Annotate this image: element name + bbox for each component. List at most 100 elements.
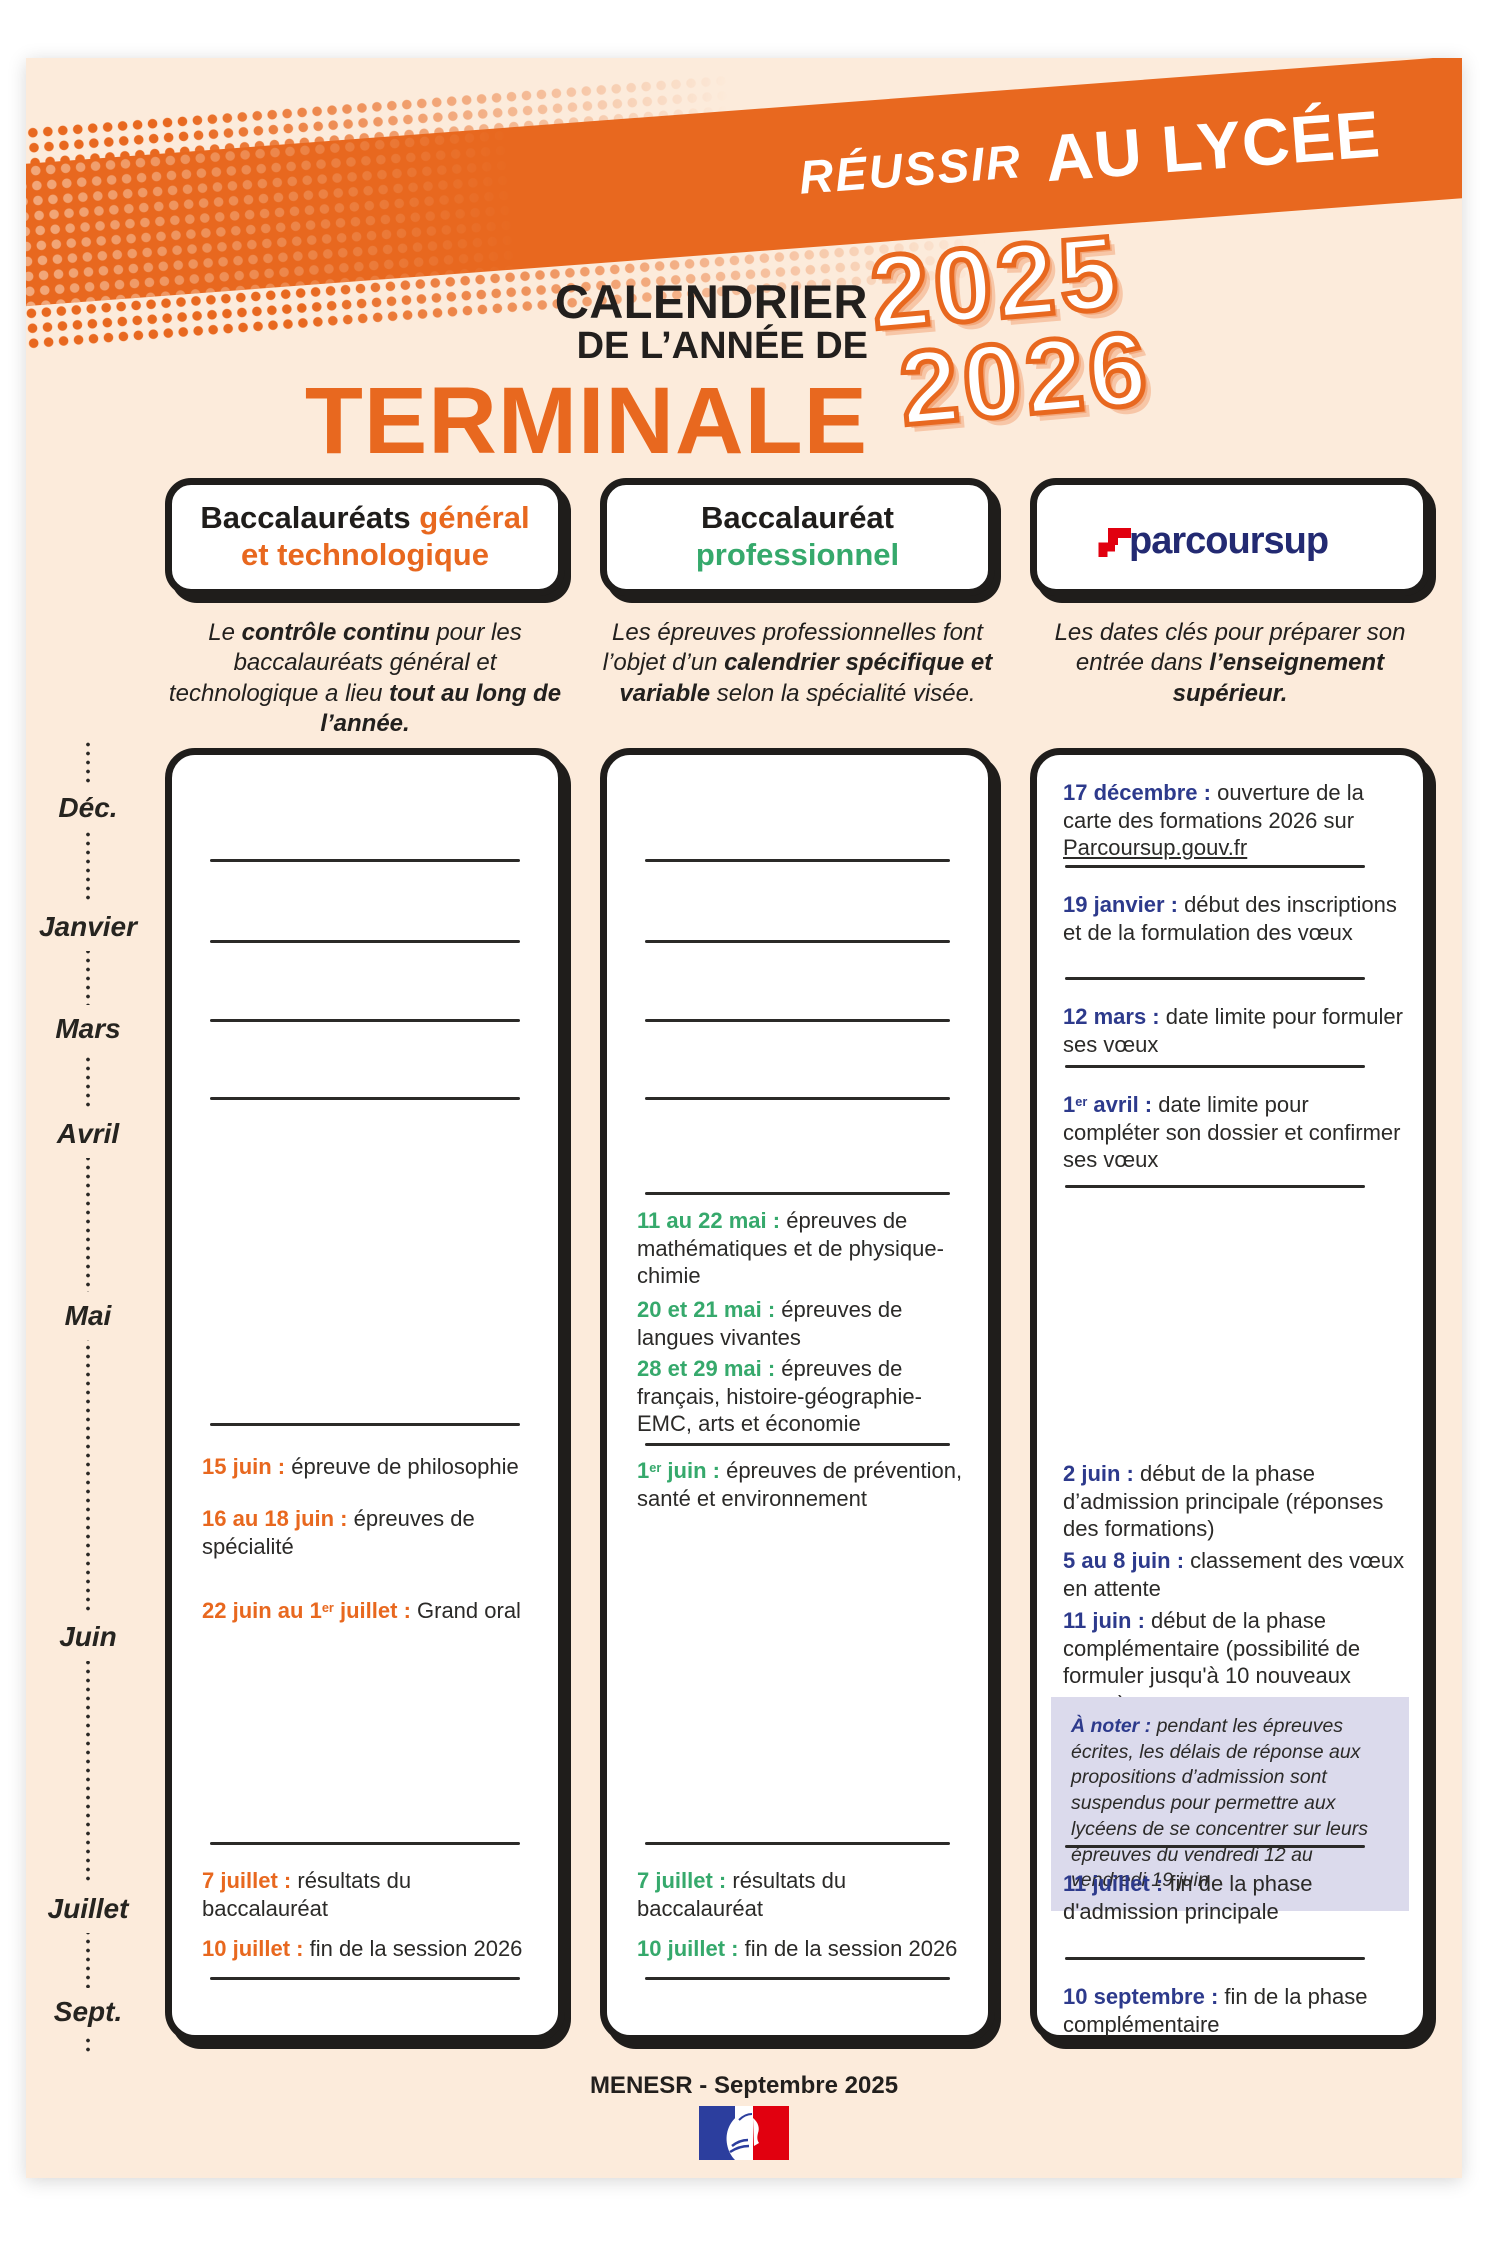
entry-date-part: 22 juin au 1 — [202, 1598, 322, 1623]
entry-grand-oral: 22 juin au 1er juillet : Grand oral — [202, 1597, 540, 1625]
footer-credit: MENESR - Septembre 2025 — [589, 2072, 899, 2099]
parcoursup-url-link[interactable]: Parcoursup.gouv.fr — [1063, 835, 1248, 860]
entry-date-part: juin : — [661, 1458, 720, 1483]
note-prefix: À noter : — [1071, 1715, 1152, 1737]
entry-date: 19 janvier : — [1063, 892, 1178, 917]
intro-text-bold: calendrier spécifique et variable — [619, 649, 993, 707]
entry-10-juillet: 10 juillet : fin de la session 2026 — [202, 1935, 540, 1963]
separator-line — [210, 1019, 520, 1022]
entry-11-juin: 11 juin : début de la phase complémentai… — [1063, 1607, 1411, 1717]
entry-text: ouverture de la carte des formations 202… — [1063, 780, 1364, 833]
intro-text-bold: l’enseignement supérieur. — [1172, 649, 1385, 707]
entry-text: épreuves de spécialité — [202, 1506, 475, 1559]
entry-text: épreuves de mathématiques et de physique… — [637, 1208, 944, 1288]
entry-date: 11 juin : — [1063, 1608, 1145, 1633]
entry-date-sup: er — [1075, 1094, 1088, 1110]
banner-text-au-lycee: AU LYCÉE — [1042, 96, 1383, 196]
entry-date: 10 juillet : — [637, 1936, 739, 1961]
column-parcoursup: 17 décembre : ouverture de la carte des … — [1030, 748, 1430, 2042]
france-flag-marianne-icon — [699, 2106, 789, 2160]
separator-line — [645, 1977, 950, 1980]
timeline-month-janvier: Janvier — [26, 903, 150, 951]
entry-date-sup: er — [321, 1600, 334, 1616]
separator-line — [1065, 1845, 1365, 1848]
intro-text: pour les baccalauréats général et techno… — [168, 619, 522, 707]
parcoursup-logo-arrow-small — [1098, 542, 1115, 557]
entry-text: épreuves de langues vivantes — [637, 1297, 903, 1350]
intro-text: Le — [208, 619, 242, 646]
separator-line — [1065, 865, 1365, 868]
separator-line — [210, 1097, 520, 1100]
separator-line — [210, 1842, 520, 1845]
entry-date: 2 juin : — [1063, 1461, 1134, 1486]
entry-date: 22 juin au 1er juillet : — [202, 1598, 411, 1623]
entry-text: début de la phase d’admission principale… — [1063, 1461, 1384, 1541]
column-bac-general-technologique: 15 juin : épreuve de philosophie 16 au 1… — [165, 748, 565, 2042]
entry-text: début des inscriptions et de la formulat… — [1063, 892, 1397, 945]
entry-text: classement des vœux en attente — [1063, 1548, 1405, 1601]
timeline-month-dec: Déc. — [26, 784, 150, 832]
separator-line — [645, 859, 950, 862]
entry-date: 11 au 22 mai : — [637, 1208, 781, 1233]
intro-text: Les dates clés pour préparer son entrée … — [1054, 619, 1406, 677]
entry-date: 20 et 21 mai : — [637, 1297, 776, 1322]
intro-parcoursup: Les dates clés pour préparer son entrée … — [1030, 618, 1430, 709]
entry-text: fin de la phase d'admission principale — [1063, 1871, 1313, 1924]
separator-line — [210, 1423, 520, 1426]
title-line-de-lannee: DE L’ANNÉE DE — [576, 324, 868, 367]
separator-line — [210, 1977, 520, 1980]
entry-28-29-mai: 28 et 29 mai : épreuves de français, his… — [637, 1355, 970, 1438]
poster-title: CALENDRIER DE L’ANNÉE DE TERMINALE — [305, 275, 868, 469]
entry-date: 17 décembre : — [1063, 780, 1211, 805]
header-text-accent: général — [410, 500, 530, 536]
intro-text: selon la spécialité visée. — [710, 679, 976, 707]
entry-date-part: avril : — [1087, 1092, 1153, 1117]
entry-17-decembre: 17 décembre : ouverture de la carte des … — [1063, 779, 1411, 862]
intro-text: Les épreuves professionnelles font l’obj… — [602, 619, 983, 677]
entry-date-part: 1 — [637, 1458, 650, 1483]
timeline-month-juin: Juin — [26, 1613, 150, 1661]
banner-ribbon: RÉUSSIR AU LYCÉE — [26, 58, 1462, 311]
entry-date: 5 au 8 juin : — [1063, 1548, 1185, 1573]
entry-7-juillet: 7 juillet : résultats du baccalauréat — [202, 1867, 540, 1922]
entry-date-sup: er — [649, 1460, 662, 1476]
entry-10-juillet: 10 juillet : fin de la session 2026 — [637, 1935, 970, 1963]
entry-date-part: juillet : — [333, 1598, 411, 1623]
entry-20-21-mai: 20 et 21 mai : épreuves de langues vivan… — [637, 1296, 970, 1351]
header-parcoursup: parcoursup — [1030, 478, 1430, 596]
entry-text: date limite pour compléter son dossier e… — [1063, 1092, 1401, 1172]
entry-text: fin de la phase complémentaire — [1063, 1984, 1368, 2037]
separator-line — [1065, 1185, 1365, 1188]
entry-date: 1er avril : — [1063, 1092, 1152, 1117]
separator-line — [645, 1019, 950, 1022]
intro-bac-general: Le contrôle continu pour les baccalauréa… — [165, 618, 565, 740]
entry-7-juillet: 7 juillet : résultats du baccalauréat — [637, 1867, 970, 1922]
entry-text: Grand oral — [410, 1598, 521, 1623]
entry-date: 1er juin : — [637, 1458, 720, 1483]
separator-line — [645, 940, 950, 943]
entry-text: résultats du baccalauréat — [202, 1868, 412, 1921]
note-text: pendant les épreuves écrites, les délais… — [1071, 1715, 1368, 1892]
parcoursup-logo: parcoursup — [1098, 520, 1329, 562]
title-line-calendrier: CALENDRIER — [554, 275, 868, 328]
entry-10-septembre: 10 septembre : fin de la phase complémen… — [1063, 1983, 1411, 2038]
year-2026: 2026 — [893, 308, 1159, 450]
entry-15-juin: 15 juin : épreuve de philosophie — [202, 1453, 540, 1481]
intro-text-bold: tout au long de l’année. — [320, 679, 562, 738]
entry-text: épreuves de français, histoire-géographi… — [637, 1356, 922, 1436]
entry-12-mars: 12 mars : date limite pour formuler ses … — [1063, 1003, 1411, 1058]
french-republic-logo — [699, 2106, 789, 2165]
separator-line — [1065, 1065, 1365, 1068]
banner-text-reussir: RÉUSSIR — [797, 133, 1024, 204]
entry-text: fin de la session 2026 — [738, 1936, 958, 1961]
entry-5-8-juin: 5 au 8 juin : classement des vœux en att… — [1063, 1547, 1411, 1602]
entry-date: 11 juillet : — [1063, 1871, 1164, 1896]
entry-date: 10 juillet : — [202, 1936, 304, 1961]
timeline-month-juillet: Juillet — [26, 1885, 150, 1933]
separator-line — [645, 1842, 950, 1845]
timeline-month-avril: Avril — [26, 1110, 150, 1158]
entry-date: 28 et 29 mai : — [637, 1356, 776, 1381]
separator-line — [645, 1192, 950, 1195]
separator-line — [645, 1097, 950, 1100]
